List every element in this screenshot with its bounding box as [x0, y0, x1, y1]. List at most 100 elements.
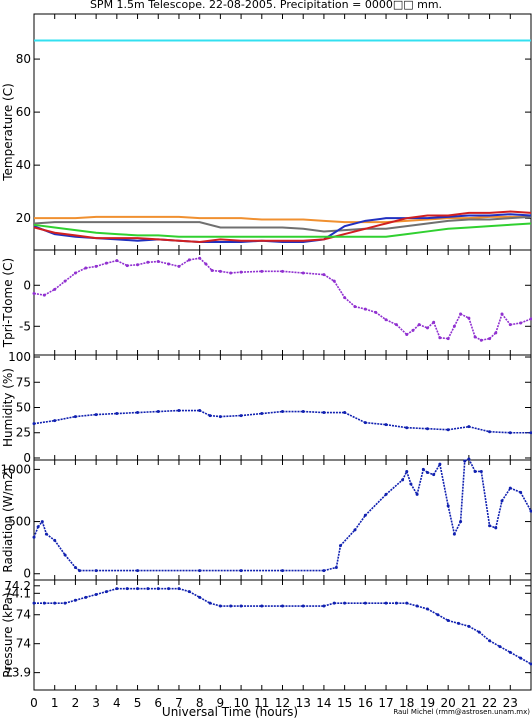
data-point [105, 590, 108, 593]
series-segment [138, 412, 159, 413]
series-segment [500, 647, 510, 653]
data-point [422, 468, 425, 471]
series-segment [440, 464, 448, 506]
data-point [281, 410, 284, 413]
data-point [519, 322, 522, 325]
data-point [322, 569, 325, 572]
series-segment [479, 632, 489, 641]
data-point [136, 411, 139, 414]
data-point [229, 605, 232, 608]
data-point [447, 619, 450, 622]
series-segment [386, 480, 403, 495]
y-axis-label: Humidity (%) [1, 368, 15, 447]
data-point [322, 411, 325, 414]
data-point [457, 622, 460, 625]
data-point [219, 415, 222, 418]
series-segment [469, 626, 479, 632]
data-point [364, 514, 367, 517]
series-segment [283, 271, 304, 273]
data-point [322, 273, 325, 276]
y-tick-label: 74 [16, 637, 31, 651]
data-point [126, 264, 129, 267]
y-axis-label: Temperature (C) [1, 83, 15, 182]
data-point [126, 587, 129, 590]
y-axis-label: Radiation (W/m2) [1, 467, 15, 572]
data-point [364, 602, 367, 605]
data-point [480, 470, 483, 473]
series-segment [365, 494, 386, 515]
series-line-6 [34, 223, 531, 236]
series-segment [345, 298, 355, 307]
data-point [198, 596, 201, 599]
data-point [177, 587, 180, 590]
series-segment [365, 309, 375, 312]
data-point [405, 602, 408, 605]
data-point [409, 483, 412, 486]
data-point [480, 339, 483, 342]
series-segment [86, 266, 96, 268]
data-point [33, 602, 36, 605]
data-point [204, 262, 207, 265]
data-point [488, 524, 491, 527]
series-segment [521, 319, 531, 323]
data-point [84, 267, 87, 270]
data-point [136, 263, 139, 266]
data-point [418, 323, 421, 326]
series-segment [448, 326, 454, 338]
series-segment [448, 427, 469, 430]
series-segment [55, 540, 65, 555]
series-segment [138, 262, 148, 264]
y-tick-label: 50 [16, 401, 31, 415]
series-segment [340, 530, 354, 546]
panel-frame [34, 580, 531, 690]
series-segment [427, 609, 437, 615]
series-segment [75, 415, 96, 417]
data-point [74, 566, 77, 569]
x-tick-label: 16 [358, 696, 373, 710]
series-segment [34, 421, 55, 424]
series-segment [386, 320, 396, 325]
data-point [167, 587, 170, 590]
data-point [78, 569, 81, 572]
data-point [198, 569, 201, 572]
series-segment [407, 471, 411, 484]
panel-frame [34, 460, 531, 580]
series-segment [407, 428, 428, 429]
data-point [478, 631, 481, 634]
data-point [459, 520, 462, 523]
data-point [209, 602, 212, 605]
series-segment [490, 432, 511, 433]
data-point [474, 335, 477, 338]
data-point [488, 337, 491, 340]
data-point [519, 491, 522, 494]
data-point [198, 257, 201, 260]
data-point [453, 325, 456, 328]
series-segment [96, 592, 106, 595]
series-segment [496, 314, 502, 333]
data-point [339, 544, 342, 547]
data-point [447, 428, 450, 431]
series-segment [148, 261, 158, 262]
y-tick-label: 80 [16, 52, 31, 66]
y-tick-label: 60 [16, 105, 31, 119]
data-point [240, 414, 243, 417]
series-segment [158, 411, 179, 412]
series-segment [459, 623, 469, 626]
data-point [322, 605, 325, 608]
data-point [95, 593, 98, 596]
data-point [416, 605, 419, 608]
series-segment [345, 413, 366, 423]
data-point [343, 602, 346, 605]
data-point [157, 260, 160, 263]
data-point [74, 599, 77, 602]
series-segment [117, 413, 138, 414]
data-point [401, 478, 404, 481]
y-tick-label: 74 [16, 608, 31, 622]
series-segment [448, 506, 454, 534]
data-point [281, 569, 284, 572]
data-point [209, 414, 212, 417]
series-segment [158, 261, 168, 263]
series-segment [34, 527, 38, 537]
